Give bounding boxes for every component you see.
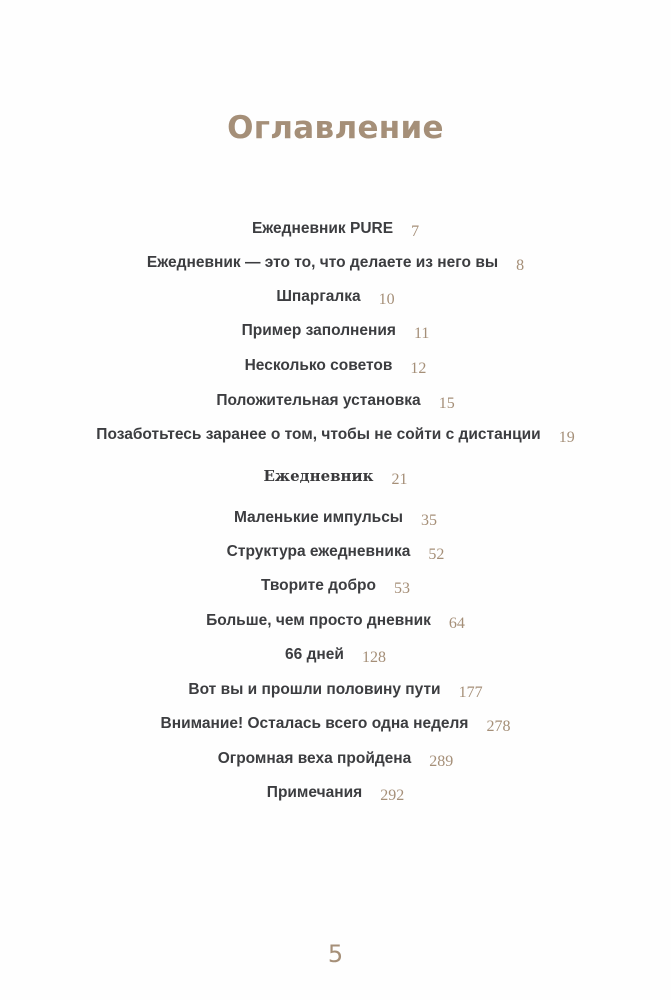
- toc-entry-page: 15: [438, 395, 455, 412]
- toc-entry[interactable]: Положительная установка 15: [0, 390, 671, 412]
- toc-entry-label: Позаботьтесь заранее о том, чтобы не сой…: [96, 426, 541, 443]
- toc-entry[interactable]: Вот вы и прошли половину пути 177: [0, 679, 671, 701]
- toc-entry-label: Вот вы и прошли половину пути: [188, 681, 441, 698]
- toc-entry-page: 19: [558, 429, 575, 446]
- toc-entry[interactable]: Позаботьтесь заранее о том, чтобы не сой…: [0, 424, 671, 446]
- toc-entry[interactable]: Внимание! Осталась всего одна неделя 278: [0, 713, 671, 735]
- toc-entry[interactable]: Огромная веха пройдена 289: [0, 748, 671, 770]
- toc-entry[interactable]: Маленькие импульсы 35: [0, 507, 671, 529]
- toc-entry[interactable]: Шпаргалка 10: [0, 286, 671, 308]
- toc-entry-label: 66 дней: [285, 646, 344, 663]
- toc-entry-page: 8: [516, 257, 525, 274]
- toc-entry-page: 11: [413, 325, 430, 342]
- toc-entry-label: Шпаргалка: [276, 288, 361, 305]
- toc-entry-label: Ежедневник PURE: [251, 220, 394, 237]
- toc-entry-label: Положительная установка: [216, 392, 421, 409]
- toc-entry-page: 52: [428, 546, 445, 563]
- toc-entry[interactable]: Примечания 292: [0, 782, 671, 804]
- toc-entry-page: 289: [429, 753, 454, 770]
- toc-entry-label: Ежедневник: [263, 467, 374, 485]
- toc-entry-page: 53: [394, 580, 410, 597]
- toc-entry-page: 21: [391, 471, 408, 488]
- toc-entry[interactable]: Несколько советов 12: [0, 355, 671, 377]
- toc-entry-page: 128: [361, 649, 386, 666]
- toc-section-heading[interactable]: Ежедневник 21: [0, 465, 671, 488]
- toc-entry[interactable]: Ежедневник — это то, что делаете из него…: [0, 252, 671, 274]
- toc-entry-label: Творите добро: [260, 577, 376, 594]
- toc-entry-label: Больше, чем просто дневник: [206, 612, 431, 629]
- toc-entry-label: Маленькие импульсы: [233, 509, 404, 526]
- toc-entry-page: 292: [380, 787, 405, 804]
- toc-entry-label: Огромная веха пройдена: [217, 750, 412, 767]
- toc-entry[interactable]: Структура ежедневника 52: [0, 541, 671, 563]
- toc-entry-page: 12: [410, 360, 427, 377]
- toc-entry-label: Ежедневник — это то, что делаете из него…: [146, 254, 499, 271]
- toc-entry-label: Несколько советов: [244, 357, 393, 374]
- toc-entry[interactable]: Ежедневник PURE 7: [0, 218, 671, 240]
- toc-entry[interactable]: 66 дней 128: [0, 644, 671, 666]
- toc-entry[interactable]: Творите добро 53: [0, 575, 671, 597]
- toc-entry-label: Структура ежедневника: [226, 543, 411, 560]
- toc-entry-label: Внимание! Осталась всего одна неделя: [160, 715, 469, 732]
- page-number: 5: [327, 940, 344, 968]
- toc-entry-label: Пример заполнения: [241, 322, 396, 339]
- toc-entry-page: 278: [486, 718, 511, 735]
- toc-entry-page: 64: [448, 615, 465, 632]
- toc-entry-page: 10: [378, 291, 395, 308]
- toc-entry-page: 177: [458, 684, 483, 701]
- page-title: Оглавление: [227, 110, 444, 146]
- toc-entry-page: 35: [421, 512, 438, 529]
- toc-entry-page: 7: [411, 223, 420, 240]
- toc-entry[interactable]: Больше, чем просто дневник 64: [0, 610, 671, 632]
- toc-entry-label: Примечания: [266, 784, 363, 801]
- toc-entry[interactable]: Пример заполнения 11: [0, 320, 671, 342]
